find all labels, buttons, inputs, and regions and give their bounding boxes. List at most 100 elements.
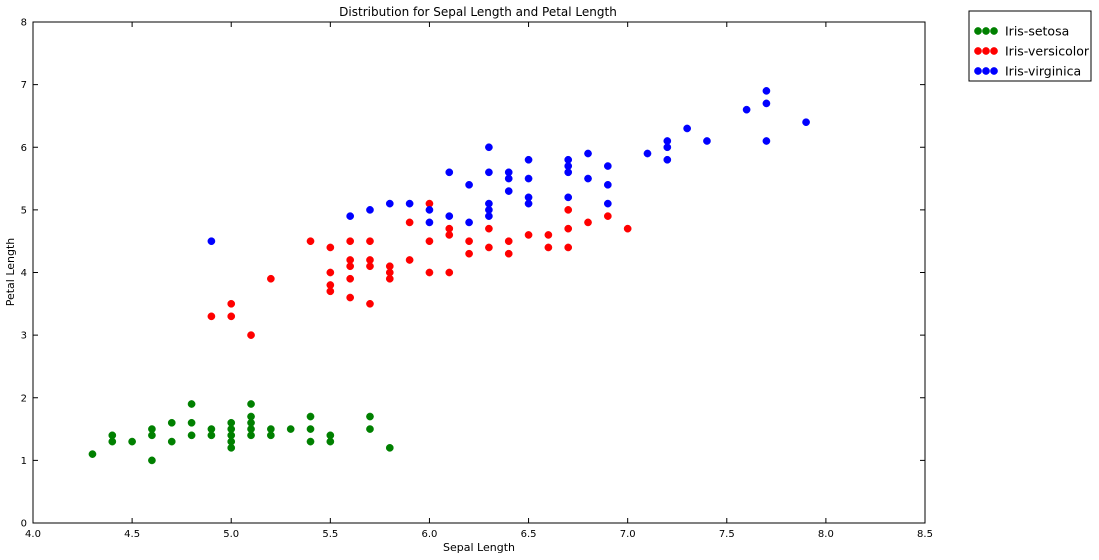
legend-item: Iris-setosa	[974, 24, 1069, 39]
data-point	[385, 444, 394, 452]
data-point	[485, 224, 493, 233]
data-point	[425, 218, 434, 227]
data-point	[564, 243, 573, 252]
data-point	[603, 162, 612, 170]
data-point	[465, 218, 473, 227]
data-point	[326, 268, 335, 277]
data-point	[247, 400, 255, 408]
data-point	[584, 149, 592, 158]
data-point	[88, 450, 97, 458]
x-tick-label: 4.5	[124, 529, 140, 540]
data-point	[603, 180, 612, 189]
data-point	[326, 281, 335, 289]
y-tick-label: 1	[21, 456, 27, 467]
data-point	[187, 418, 196, 427]
data-point	[306, 437, 315, 446]
data-point	[425, 237, 434, 246]
data-point	[663, 137, 672, 145]
data-point	[326, 431, 335, 440]
data-point	[425, 268, 434, 277]
y-tick-label: 2	[21, 393, 27, 404]
x-axis-label: Sepal Length	[443, 541, 515, 554]
data-point	[227, 299, 236, 308]
data-point	[643, 149, 652, 158]
y-tick-label: 3	[21, 331, 27, 342]
data-point	[267, 425, 275, 433]
marks-layer	[88, 87, 810, 465]
data-point	[346, 237, 355, 246]
data-point	[405, 256, 414, 264]
data-point	[385, 262, 394, 271]
legend-marker	[982, 67, 990, 75]
plot-frame	[32, 21, 926, 524]
legend-item: Iris-versicolor	[974, 44, 1090, 59]
data-point	[703, 137, 711, 145]
data-point	[564, 155, 573, 164]
data-point	[167, 418, 176, 427]
data-point	[247, 412, 255, 421]
data-point	[465, 180, 473, 189]
data-point	[485, 168, 493, 177]
data-point	[663, 155, 672, 164]
data-point	[485, 143, 493, 152]
data-point	[584, 218, 592, 227]
legend-marker	[982, 27, 990, 35]
data-point	[405, 218, 414, 227]
data-point	[485, 243, 493, 252]
data-point	[366, 412, 374, 421]
data-point	[306, 237, 315, 246]
x-tick-label: 8.5	[917, 529, 933, 540]
x-tick-label: 5.5	[322, 529, 338, 540]
data-point	[524, 193, 533, 202]
legend-marker	[990, 47, 998, 55]
data-point	[227, 312, 236, 321]
data-point	[148, 425, 156, 433]
data-point	[504, 187, 513, 195]
data-point	[425, 206, 434, 214]
y-tick-label: 8	[21, 18, 27, 29]
data-point	[227, 418, 236, 427]
legend-marker	[982, 47, 990, 55]
legend-marker	[974, 67, 982, 75]
data-point	[445, 168, 454, 177]
data-point	[286, 425, 295, 433]
data-point	[247, 331, 255, 339]
data-point	[405, 199, 414, 208]
data-point	[564, 206, 573, 214]
data-point	[584, 174, 592, 183]
x-tick-label: 8.0	[818, 529, 834, 540]
data-point	[346, 212, 355, 220]
data-point	[603, 212, 612, 220]
x-tick-label: 7.0	[620, 529, 636, 540]
data-point	[564, 224, 573, 233]
legend: Iris-setosa Iris-versicolor Iris-virginica	[968, 10, 1092, 82]
data-point	[187, 400, 196, 408]
data-point	[445, 212, 454, 220]
data-point	[366, 256, 374, 264]
data-point	[524, 174, 533, 183]
data-point	[306, 425, 315, 433]
data-point	[346, 256, 355, 264]
data-point	[366, 206, 374, 214]
data-point	[445, 268, 454, 277]
ticks-layer: 4.0 4.5 5.0 5.5 6.0 6.5 7.0 7.5 8.0 8.5 0 1 2 3 4 5 6 7 8	[21, 18, 933, 541]
data-point	[524, 155, 533, 164]
data-point	[306, 412, 315, 421]
y-axis-label: Petal Length	[4, 238, 17, 307]
chart-title: Distribution for Sepal Length and Petal …	[339, 5, 617, 19]
data-point	[683, 124, 691, 133]
data-point	[167, 437, 176, 446]
x-tick-label: 6.0	[421, 529, 437, 540]
x-tick-label: 4.0	[25, 529, 41, 540]
data-point	[762, 87, 771, 95]
y-tick-label: 6	[21, 143, 27, 154]
data-point	[445, 224, 454, 233]
data-point	[366, 237, 374, 246]
data-point	[564, 193, 573, 202]
legend-marker	[974, 27, 982, 35]
legend-label: Iris-virginica	[1005, 64, 1081, 79]
x-tick-label: 7.5	[719, 529, 735, 540]
data-point	[742, 105, 751, 114]
data-point	[504, 237, 513, 246]
data-point	[207, 312, 216, 321]
